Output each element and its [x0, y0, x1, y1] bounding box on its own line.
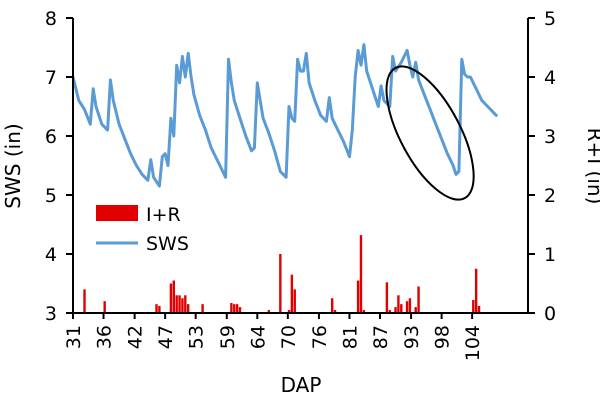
ir-bar [333, 310, 337, 313]
y-right-tick-label: 4 [544, 67, 556, 89]
y-right-tick-labels: 0 1 2 3 4 5 [544, 8, 556, 325]
ir-bar [474, 268, 478, 313]
ir-bar [394, 307, 397, 313]
y-left-tick-labels: 3 4 5 6 7 8 [45, 8, 57, 325]
ir-bars [83, 235, 481, 313]
ir-bar [235, 304, 239, 313]
y-left-tick-label: 7 [45, 67, 57, 89]
x-tick-label: 104 [462, 325, 484, 361]
x-tick-label: 76 [309, 325, 331, 349]
ir-bar [181, 298, 184, 313]
ir-bar [400, 304, 403, 313]
ir-bar [293, 289, 296, 313]
y-left-tick-label: 6 [45, 126, 57, 148]
axes [66, 17, 535, 319]
y-right-tick-label: 5 [544, 8, 556, 30]
ir-bar [238, 307, 242, 313]
y-right-tick-label: 2 [544, 185, 556, 207]
ir-bar [472, 300, 475, 313]
ir-bar [103, 301, 106, 313]
ir-bar [158, 305, 161, 313]
ir-bar [362, 310, 366, 313]
ir-bar [356, 280, 360, 313]
ir-bar [359, 235, 363, 313]
ir-bar [385, 282, 389, 313]
ir-bar [408, 298, 412, 313]
ir-bar [201, 304, 204, 313]
ir-bar [414, 307, 417, 313]
ir-bar [417, 286, 420, 313]
ir-bar [155, 304, 158, 313]
x-tick-labels: 31 36 42 47 53 59 64 70 76 81 87 93 98 104 [63, 325, 484, 361]
ir-bar [267, 310, 271, 313]
legend: I+R SWS [96, 204, 189, 255]
x-tick-label: 47 [155, 325, 177, 349]
ir-bar [279, 254, 282, 313]
x-tick-label: 93 [401, 325, 423, 349]
y-right-axis-label: R+I (in) [583, 128, 600, 205]
ir-bar [477, 305, 481, 313]
x-tick-label: 31 [63, 325, 85, 349]
x-tick-label: 53 [186, 325, 208, 349]
y-left-tick-label: 5 [45, 185, 57, 207]
y-right-tick-label: 1 [544, 244, 556, 266]
ir-bar [290, 274, 294, 313]
y-left-axis-label: SWS (in) [1, 123, 25, 208]
legend-sws-label: SWS [146, 233, 189, 255]
y-right-tick-label: 0 [544, 303, 556, 325]
y-left-tick-label: 8 [45, 8, 57, 30]
ir-bar [330, 298, 334, 313]
ir-bar [184, 295, 187, 313]
legend-ir-swatch [96, 205, 138, 221]
y-left-tick-label: 4 [45, 244, 57, 266]
x-tick-label: 36 [94, 325, 116, 349]
y-left-tick-label: 3 [45, 303, 57, 325]
sws-line [71, 43, 498, 188]
y-right-tick-label: 3 [544, 126, 556, 148]
x-tick-label: 98 [432, 325, 454, 349]
x-tick-label: 70 [278, 325, 300, 349]
legend-ir-label: I+R [146, 204, 181, 226]
ir-bar [178, 295, 181, 313]
ir-bar [230, 302, 233, 313]
ir-bar [388, 310, 391, 313]
x-tick-label: 87 [370, 325, 392, 349]
x-tick-label: 64 [247, 325, 269, 349]
highlight-ellipse [385, 65, 475, 201]
ir-bar [287, 310, 291, 313]
x-tick-label: 59 [217, 325, 239, 349]
x-tick-label: 81 [339, 325, 361, 349]
ir-bar [397, 295, 400, 313]
ir-bar [175, 295, 178, 313]
ir-bar [83, 289, 86, 313]
ir-bar [186, 304, 190, 313]
ir-bar [169, 283, 173, 313]
ir-bar [405, 301, 409, 313]
x-tick-label: 42 [125, 325, 147, 349]
x-axis-label: DAP [281, 373, 322, 397]
ir-bar [172, 280, 175, 313]
ir-bar [233, 304, 236, 313]
